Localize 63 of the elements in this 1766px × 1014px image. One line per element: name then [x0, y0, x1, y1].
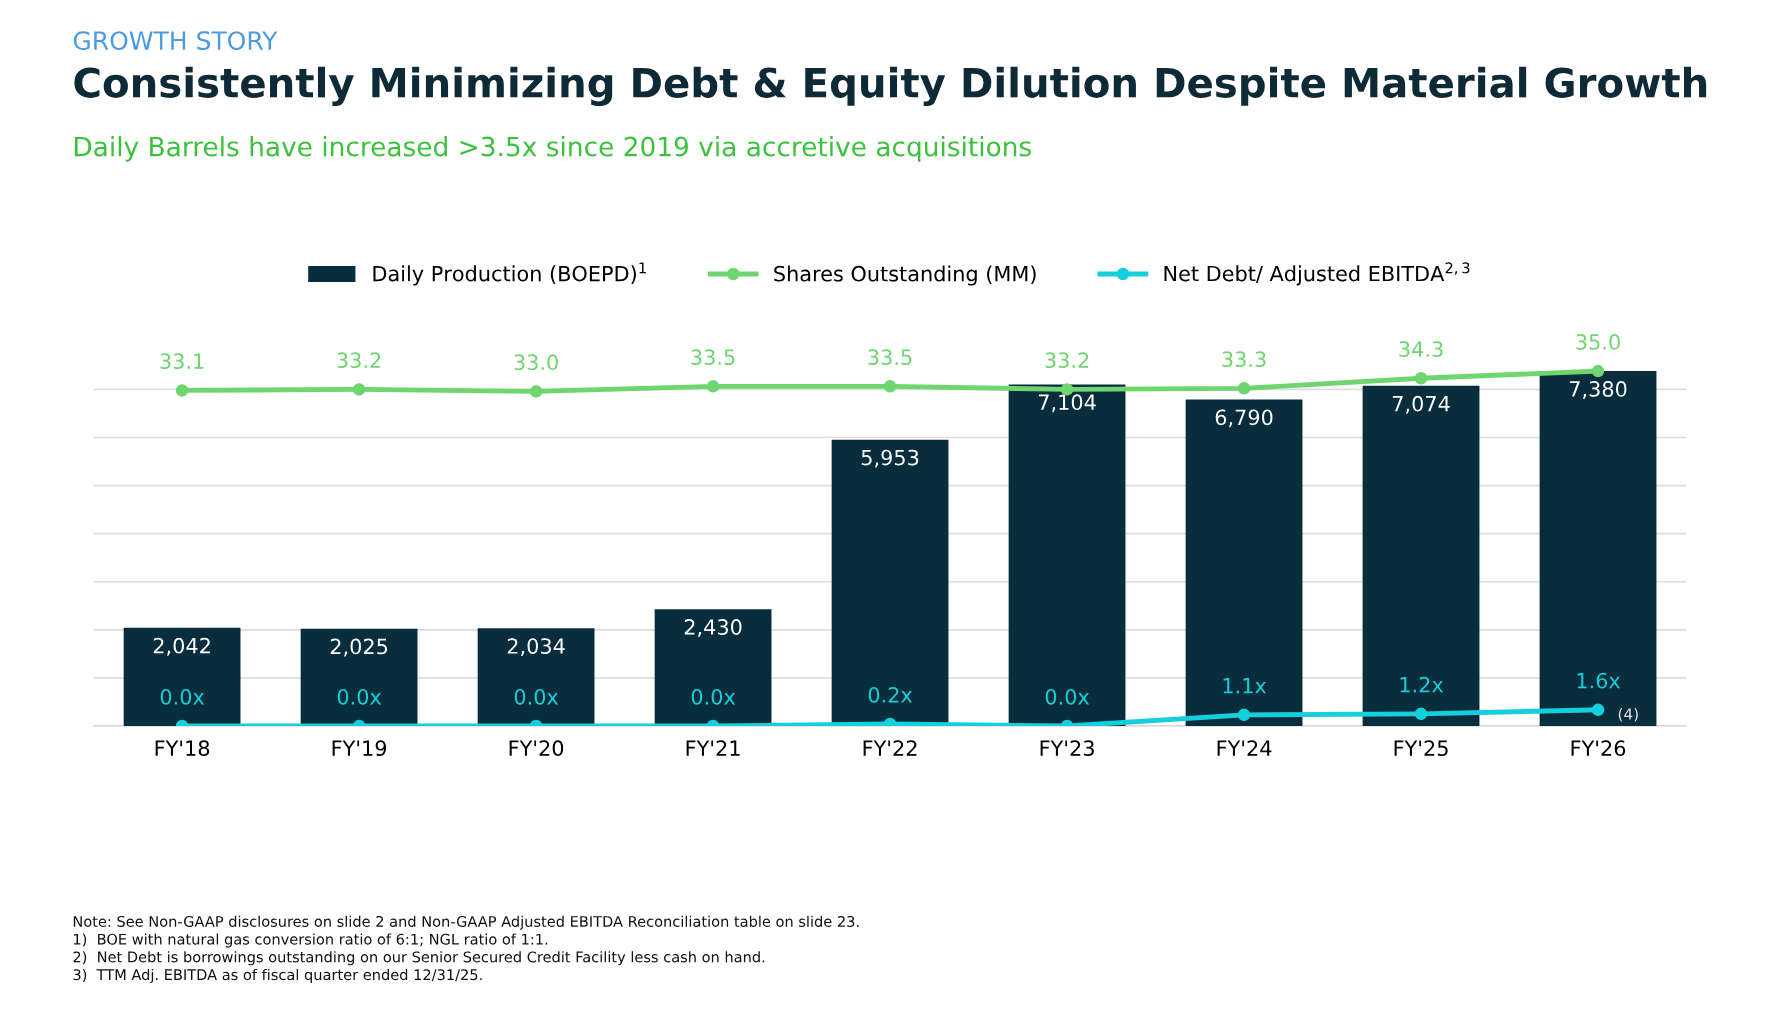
- x-tick-label: FY'22: [863, 740, 917, 756]
- point: [352, 383, 366, 396]
- data-label: 7,074: [1392, 395, 1450, 414]
- chart-title: Consistently Minimizing Debt & Equity Dilution Despite Material Growth: [74, 66, 1707, 107]
- bar: [1362, 385, 1480, 727]
- point: [1237, 382, 1251, 395]
- x-tick-label: FY'19: [332, 740, 387, 757]
- text: 1) BOE with natural gas conversion ratio of 6:1; NGL ratio of 1:1.: [74, 933, 548, 948]
- bar: [477, 628, 595, 727]
- data-label: 0.0x: [160, 688, 205, 705]
- data-label: 33.2: [337, 352, 381, 369]
- data-label: 6,790: [1215, 409, 1273, 428]
- text: 2) Net Debt is borrowings outstanding on our Senior Secured Credit Facility less cash on hand.: [73, 951, 765, 966]
- bar: [654, 609, 772, 727]
- data-label: 1.1x: [1223, 678, 1267, 694]
- data-label: 7,380: [1569, 381, 1627, 399]
- data-label: 0.0x: [514, 688, 559, 705]
- chart-subtitle: Daily Barrels have increased >3.5x since 2019 via accretive acquisitions: [75, 136, 1031, 162]
- text: GROWTH STORY: [73, 31, 278, 51]
- bar: [1185, 399, 1303, 727]
- x-tick-label: FY'24: [1217, 740, 1272, 756]
- data-label: 33.5: [868, 349, 912, 366]
- data-label: 0.0x: [1045, 688, 1090, 705]
- data-label: 0.0x: [337, 688, 382, 705]
- legend-label: Shares Outstanding (MM): [774, 265, 1036, 286]
- data-label: 5,953: [861, 449, 919, 468]
- point: [529, 385, 543, 398]
- point: [1591, 364, 1605, 378]
- data-label: 33.0: [514, 354, 558, 371]
- data-label: 35.0: [1576, 334, 1620, 350]
- point: [883, 380, 897, 393]
- data-label: 33.1: [160, 353, 204, 370]
- data-label: 1.6x: [1577, 672, 1621, 689]
- data-label: 0.0x: [691, 688, 736, 705]
- bar: [1539, 371, 1657, 727]
- data-label: 33.5: [691, 349, 735, 366]
- bar: [300, 628, 418, 727]
- x-tick-label: FY'23: [1040, 740, 1094, 757]
- legend-label: Daily Production (BOEPD)$^{1}$: [373, 262, 646, 286]
- point: [1414, 371, 1428, 385]
- x-tick-label: FY'21: [686, 740, 740, 756]
- x-tick-label: FY'20: [509, 740, 564, 757]
- data-label: 2,025: [330, 638, 388, 657]
- data-label: 2,042: [153, 637, 210, 656]
- bar: [1008, 384, 1126, 727]
- text: Note: See Non-GAAP disclosures on slide 2 and Non-GAAP Adjusted EBITDA Reconciliation table on slide 23.: [73, 915, 859, 930]
- data-label: 33.3: [1222, 351, 1266, 368]
- data-label: 7,104: [1038, 394, 1096, 413]
- text: 3) TTM Adj. EBITDA as of fiscal quarter ended 12/31/25.: [73, 968, 482, 984]
- data-label: 0.2x: [868, 686, 913, 703]
- x-tick-label: FY'18: [155, 740, 210, 757]
- annotation: (4): [1618, 707, 1638, 722]
- point: [175, 384, 189, 397]
- data-label: 2,034: [507, 638, 565, 657]
- bar: [123, 627, 241, 727]
- legend-label: Net Debt/ Adjusted EBITDA$^{2,3}$: [1164, 262, 1470, 286]
- point: [706, 380, 720, 393]
- data-label: 34.3: [1399, 341, 1443, 357]
- data-label: 2,430: [684, 619, 742, 637]
- data-label: 33.2: [1045, 352, 1089, 369]
- x-tick-label: FY'26: [1571, 740, 1626, 757]
- data-label: 1.2x: [1400, 676, 1444, 693]
- x-tick-label: FY'25: [1394, 740, 1448, 757]
